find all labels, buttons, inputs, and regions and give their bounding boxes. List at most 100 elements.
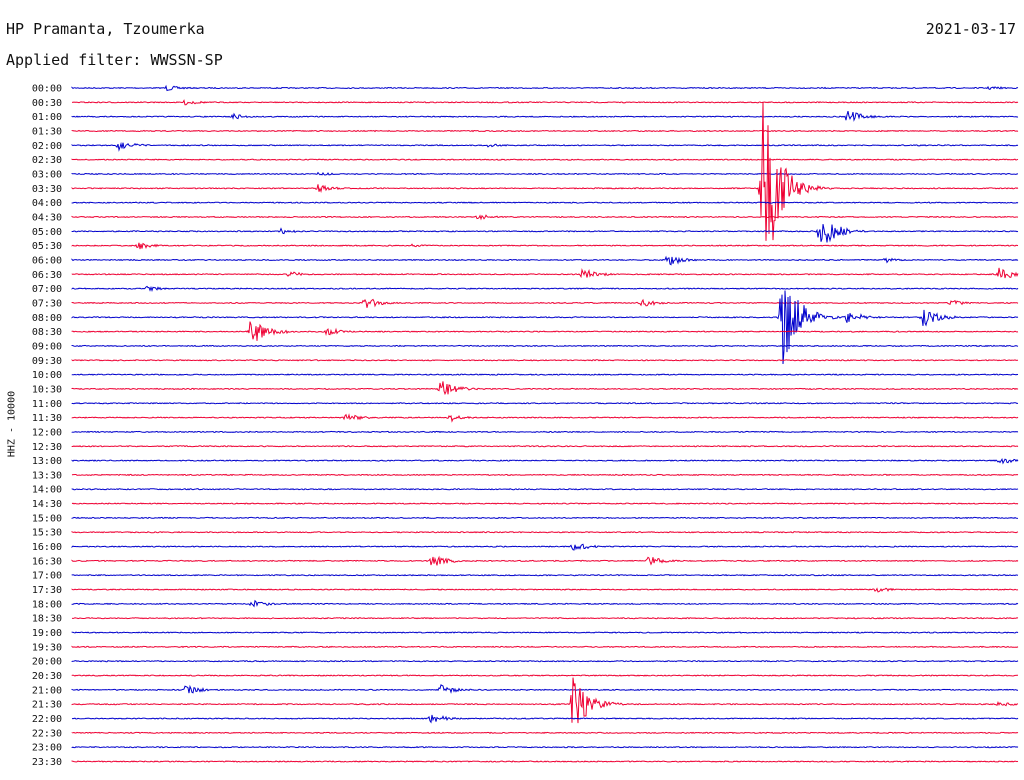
trace-line: [71, 543, 1018, 551]
trace-line: [71, 373, 1019, 376]
trace-line: [71, 413, 1019, 423]
trace-line: [71, 684, 1018, 694]
time-label: 16:00: [32, 542, 62, 553]
time-label: 18:30: [32, 614, 62, 625]
time-label: 15:30: [32, 528, 62, 539]
time-label: 05:30: [32, 241, 62, 252]
time-label: 14:30: [32, 499, 62, 510]
trace-line: [71, 129, 1019, 133]
trace-line: [71, 587, 1019, 593]
filter-label: Applied filter: WWSSN-SP: [6, 51, 223, 69]
trace-line: [71, 714, 1019, 724]
trace-line: [71, 516, 1019, 520]
trace-line: [71, 760, 1019, 763]
trace-line: [71, 242, 1019, 250]
time-label: 01:00: [32, 112, 62, 123]
time-label: 19:00: [32, 628, 62, 639]
trace-line: [71, 110, 1019, 122]
time-label: 22:00: [32, 714, 62, 725]
time-label: 20:30: [32, 671, 62, 682]
time-label: 16:30: [32, 556, 62, 567]
time-label: 08:00: [32, 313, 62, 324]
trace-line: [71, 530, 1019, 534]
trace-line: [71, 359, 1019, 362]
trace-line: [71, 488, 1019, 491]
trace-line: [71, 321, 1019, 341]
trace-line: [71, 677, 1019, 724]
time-label: 01:30: [32, 126, 62, 137]
trace-line: [71, 458, 1019, 465]
time-label: 09:00: [32, 341, 62, 352]
trace-line: [71, 285, 1019, 293]
trace-line: [71, 214, 1019, 221]
time-label: 21:30: [32, 700, 62, 711]
time-label: 18:00: [32, 599, 62, 610]
trace-line: [71, 645, 1019, 649]
trace-line: [71, 660, 1019, 663]
time-label: 06:30: [32, 270, 62, 281]
time-label: 13:30: [32, 470, 62, 481]
time-label: 17:30: [32, 585, 62, 596]
time-label: 19:30: [32, 642, 62, 653]
trace-line: [71, 298, 1019, 308]
trace-line: [71, 290, 1019, 365]
trace-line: [71, 502, 1019, 505]
time-label: 10:30: [32, 384, 62, 395]
time-label: 06:00: [32, 255, 62, 266]
station-title: HP Pramanta, Tzoumerka: [6, 20, 205, 38]
time-label: 12:30: [32, 442, 62, 453]
trace-line: [71, 555, 1019, 566]
time-label: 15:00: [32, 513, 62, 524]
time-label: 02:30: [32, 155, 62, 166]
record-date: 2021-03-17: [925, 20, 1016, 38]
trace-line: [71, 102, 1019, 241]
trace-line: [71, 674, 1019, 677]
trace-line: [71, 574, 1019, 577]
trace-line: [71, 746, 1019, 749]
time-label: 17:00: [32, 571, 62, 582]
trace-line: [71, 201, 1019, 204]
trace-line: [71, 731, 1019, 734]
time-label: 07:30: [32, 298, 62, 309]
time-label: 07:00: [32, 284, 62, 295]
trace-line: [71, 158, 1019, 161]
trace-line: [71, 224, 1019, 243]
time-label: 23:00: [32, 743, 62, 754]
time-label: 03:00: [32, 169, 62, 180]
trace-line: [71, 171, 1018, 176]
trace-line: [71, 255, 1019, 266]
time-label: 21:00: [32, 685, 62, 696]
time-label: 09:30: [32, 356, 62, 367]
trace-line: [71, 473, 1019, 477]
time-label: 14:00: [32, 485, 62, 496]
time-label: 23:30: [32, 757, 62, 768]
trace-line: [71, 430, 1019, 434]
time-label: 11:00: [32, 399, 62, 410]
trace-line: [71, 99, 1019, 106]
time-label: 10:00: [32, 370, 62, 381]
trace-line: [71, 84, 1019, 92]
time-label: 04:30: [32, 212, 62, 223]
trace-line: [71, 381, 1019, 396]
trace-line: [71, 599, 1019, 608]
time-label: 00:30: [32, 98, 62, 109]
trace-line: [71, 267, 1019, 279]
trace-line: [71, 617, 1019, 620]
time-label: 20:00: [32, 657, 62, 668]
trace-line: [71, 344, 1019, 348]
time-label: 00:00: [32, 84, 62, 95]
trace-line: [71, 631, 1019, 634]
time-label: 22:30: [32, 728, 62, 739]
time-label: 03:30: [32, 184, 62, 195]
time-labels-layer: 00:00 00:30 01:00 01:30 02:00 02:30 03:00 03:30…: [32, 84, 62, 769]
time-label: 11:30: [32, 413, 62, 424]
trace-line: [71, 141, 1019, 152]
time-label: 13:00: [32, 456, 62, 467]
time-label: 08:30: [32, 327, 62, 338]
time-label: 04:00: [32, 198, 62, 209]
trace-line: [71, 445, 1019, 448]
trace-line: [71, 402, 1019, 405]
traces-layer: [71, 84, 1019, 763]
time-label: 12:00: [32, 427, 62, 438]
